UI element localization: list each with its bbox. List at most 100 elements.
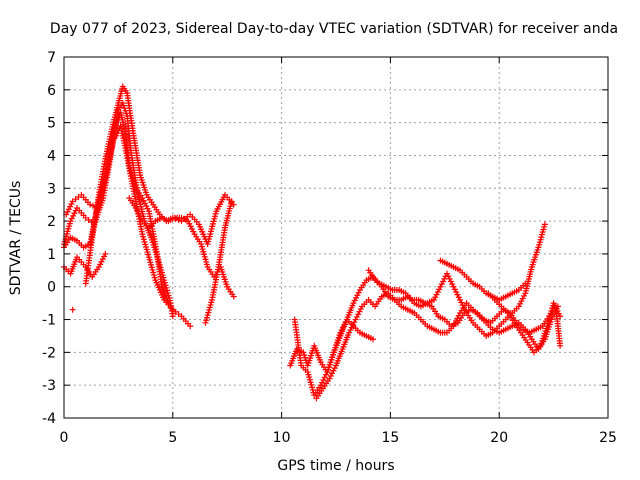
data-point (554, 308, 561, 315)
data-point (139, 195, 146, 202)
data-point (331, 365, 338, 372)
x-tick-label: 0 (60, 430, 69, 446)
data-point (557, 313, 564, 320)
y-tick-label: 4 (47, 148, 56, 164)
data-point (68, 201, 75, 208)
plot-frame (63, 56, 609, 419)
data-point (515, 303, 522, 310)
data-point (190, 228, 197, 235)
y-tick-label: -3 (42, 378, 56, 394)
data-point (228, 198, 235, 205)
data-point (186, 220, 193, 227)
data-point (347, 327, 354, 334)
data-point (440, 278, 447, 285)
data-point (144, 205, 151, 212)
data-point (355, 289, 362, 296)
data-point (453, 288, 460, 295)
data-point (441, 275, 448, 282)
data-point (322, 371, 329, 378)
data-point (69, 306, 76, 313)
data-points (61, 83, 564, 402)
data-point (319, 379, 326, 386)
data-point (327, 372, 334, 379)
data-point (549, 313, 556, 320)
data-point (138, 215, 145, 222)
data-point (135, 210, 142, 217)
data-point (455, 294, 462, 301)
data-point (432, 294, 439, 301)
data-point (230, 201, 237, 208)
data-point (462, 307, 469, 314)
y-axis-label: SDTVAR / TECUs (8, 181, 24, 296)
data-point (120, 102, 127, 109)
data-point (95, 264, 102, 271)
y-tick-label: 2 (47, 214, 56, 230)
data-point (357, 306, 364, 313)
data-point (98, 258, 105, 265)
data-point (356, 308, 363, 315)
data-point (87, 201, 94, 208)
data-point (136, 212, 143, 219)
data-point (102, 250, 109, 257)
x-tick-label: 25 (599, 430, 617, 446)
data-point (351, 297, 358, 304)
data-point (355, 311, 362, 318)
data-point (438, 281, 445, 288)
data-point (99, 256, 106, 263)
data-point (436, 286, 443, 293)
data-point (437, 283, 444, 290)
data-point (449, 281, 456, 288)
data-point (369, 336, 376, 343)
data-point (353, 313, 360, 320)
data-point (351, 319, 358, 326)
data-point (140, 197, 147, 204)
y-tick-label: 5 (47, 116, 56, 132)
data-point (65, 206, 72, 213)
data-point (447, 278, 454, 285)
x-tick-label: 20 (490, 430, 508, 446)
data-point (450, 323, 457, 330)
data-point (518, 298, 525, 305)
data-point (187, 223, 194, 230)
data-point (551, 311, 558, 318)
data-point (302, 354, 309, 361)
data-point (97, 261, 104, 268)
data-point (143, 202, 150, 209)
data-point (454, 291, 461, 298)
data-point (459, 302, 466, 309)
x-tick-label: 15 (381, 430, 399, 446)
data-point (455, 312, 462, 319)
data-point (68, 215, 75, 222)
y-tick-label: 1 (47, 247, 56, 263)
data-point (101, 253, 108, 260)
data-point (141, 200, 148, 207)
data-point (430, 296, 437, 303)
data-point (522, 280, 529, 287)
data-point (541, 221, 548, 228)
data-point (557, 342, 564, 349)
data-point (443, 270, 450, 277)
y-tick-label: -2 (42, 345, 56, 361)
data-point (551, 302, 558, 309)
data-point (433, 291, 440, 298)
data-point (453, 317, 460, 324)
data-point (450, 283, 457, 290)
data-point (354, 292, 361, 299)
data-point (67, 218, 74, 225)
data-point (521, 292, 528, 299)
data-point (352, 316, 359, 323)
data-point (188, 225, 195, 232)
data-point (446, 275, 453, 282)
data-point (321, 374, 328, 381)
data-point (349, 321, 356, 328)
data-point (329, 370, 336, 377)
data-point (134, 207, 141, 214)
data-point (70, 212, 77, 219)
data-point (71, 210, 78, 217)
data-point (457, 296, 464, 303)
data-point (169, 313, 176, 320)
data-point (64, 208, 71, 215)
data-point (451, 320, 458, 327)
